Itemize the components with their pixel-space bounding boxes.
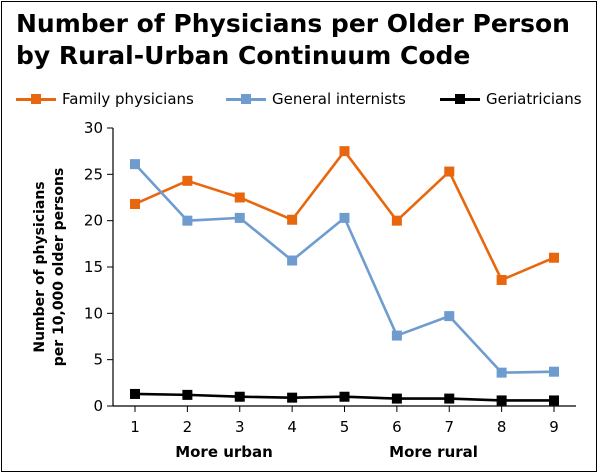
data-point-geriatricians [391,393,402,404]
legend-item-general-internists: General internists [226,88,406,110]
x-tick-label: 2 [183,418,193,436]
legend-label-geriatricians: Geriatricians [486,90,582,108]
y-tick-label: 0 [93,397,103,415]
legend-item-family-physicians: Family physicians [16,88,194,110]
data-point-general-internists [182,215,193,226]
legend: Family physicians General internists Ger… [16,88,586,110]
x-tick-label: 1 [130,418,140,436]
x-tick-label: 7 [444,418,454,436]
y-tick-label: 25 [84,165,103,183]
x-tick-label: 4 [287,418,297,436]
legend-label-family-physicians: Family physicians [62,90,194,108]
x-tick-label: 9 [549,418,559,436]
legend-item-geriatricians: Geriatricians [440,88,582,110]
legend-swatch-family-physicians [16,88,56,110]
data-point-general-internists [444,311,455,322]
data-point-geriatricians [496,395,507,406]
data-point-geriatricians [182,389,193,400]
y-axis-label-line-1: Number of physicians [32,181,48,352]
series-line-general-internists [134,163,555,374]
data-point-general-internists [496,367,507,378]
data-point-geriatricians [444,393,455,404]
data-point-geriatricians [287,392,298,403]
x-axis-label-more-urban: More urban [175,443,273,461]
y-axis-label-line-2: per 10,000 older persons [51,168,67,367]
legend-swatch-geriatricians [440,88,480,110]
data-point-family-physicians [339,146,350,157]
data-point-geriatricians [339,391,350,402]
data-point-general-internists [549,366,559,377]
data-point-family-physicians [130,198,140,209]
y-tick-label: 5 [93,351,103,369]
data-point-family-physicians [549,252,559,263]
data-point-family-physicians [391,215,402,226]
title-line-1: Number of Physicians per Older Person [16,9,570,38]
data-point-family-physicians [234,192,245,203]
data-point-general-internists [287,255,298,266]
x-axis-label-more-rural: More rural [389,443,478,461]
x-tick-label: 3 [235,418,245,436]
x-tick-label: 8 [497,418,507,436]
y-tick-label: 10 [84,304,103,322]
data-point-family-physicians [444,166,455,177]
y-tick-label: 30 [84,119,103,137]
data-point-family-physicians [496,274,507,285]
y-tick-label: 20 [84,212,103,230]
legend-label-general-internists: General internists [272,90,406,108]
y-tick-label: 15 [84,258,103,276]
x-tick-label: 5 [340,418,350,436]
chart-series [130,146,559,406]
data-point-geriatricians [234,391,245,402]
data-point-family-physicians [287,214,298,225]
data-point-general-internists [234,212,245,223]
data-point-family-physicians [182,175,193,186]
data-point-general-internists [130,159,140,170]
data-point-geriatricians [549,395,559,406]
data-point-geriatricians [130,388,140,399]
chart-title: Number of Physicians per Older Person by… [16,8,586,72]
data-point-general-internists [339,212,350,223]
x-tick-label: 6 [392,418,402,436]
legend-swatch-general-internists [226,88,266,110]
title-line-2: by Rural-Urban Continuum Code [16,41,471,70]
chart-axes: 0 5 10 15 20 25 30 1 2 3 4 5 6 7 8 9 [84,119,576,436]
data-point-general-internists [391,330,402,341]
